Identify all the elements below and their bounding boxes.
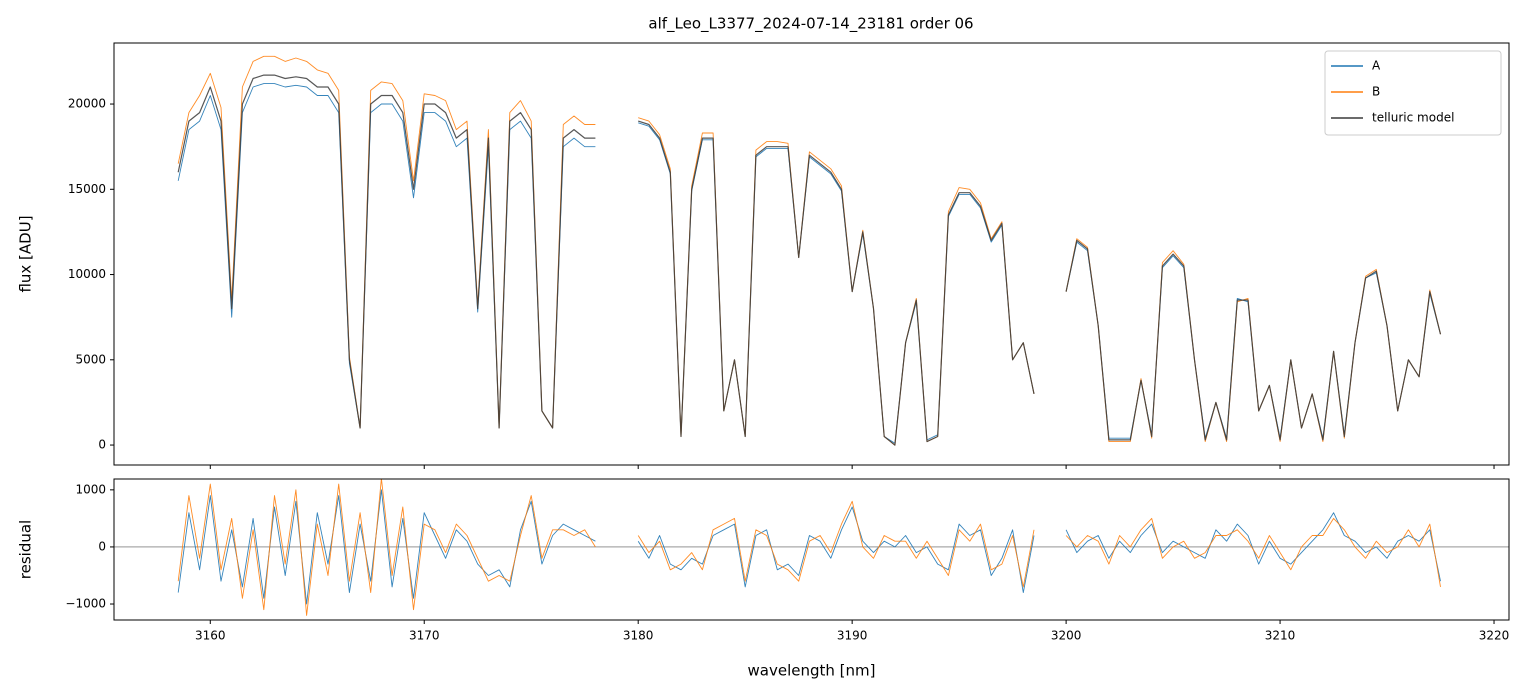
series-line — [177, 479, 1441, 616]
y-tick-label: 1000 — [75, 482, 106, 496]
x-tick-label: 3180 — [623, 629, 654, 643]
y-axis-label: flux [ADU] — [17, 215, 35, 292]
y-tick-label: 10000 — [68, 267, 106, 281]
axes-frame — [113, 42, 1510, 466]
legend-box — [1324, 50, 1502, 136]
x-tick-label: 3210 — [1265, 629, 1296, 643]
y-tick-label: 0 — [98, 438, 106, 452]
x-tick-label: 3190 — [837, 629, 868, 643]
legend-label: B — [1372, 85, 1380, 99]
x-tick-label: 3160 — [195, 629, 226, 643]
y-tick-label: 20000 — [68, 97, 106, 111]
y-axis-label: residual — [17, 520, 35, 579]
y-tick-label: 0 — [98, 539, 106, 553]
x-tick-label: 3200 — [1051, 629, 1082, 643]
chart-title: alf_Leo_L3377_2024-07-14_23181 order 06 — [648, 15, 973, 34]
axes-frame — [113, 478, 1510, 621]
x-tick-label: 3170 — [409, 629, 440, 643]
series-line — [177, 74, 1442, 446]
legend-label: telluric model — [1372, 111, 1454, 125]
y-tick-label: 5000 — [75, 352, 106, 366]
legend-label: A — [1372, 59, 1381, 73]
y-tick-label: −1000 — [65, 597, 106, 611]
plot-area — [114, 479, 1509, 616]
x-tick-label: 3220 — [1479, 629, 1510, 643]
x-axis-label: wavelength [nm] — [748, 662, 876, 680]
y-tick-label: 15000 — [68, 182, 106, 196]
plot-area — [177, 55, 1442, 446]
